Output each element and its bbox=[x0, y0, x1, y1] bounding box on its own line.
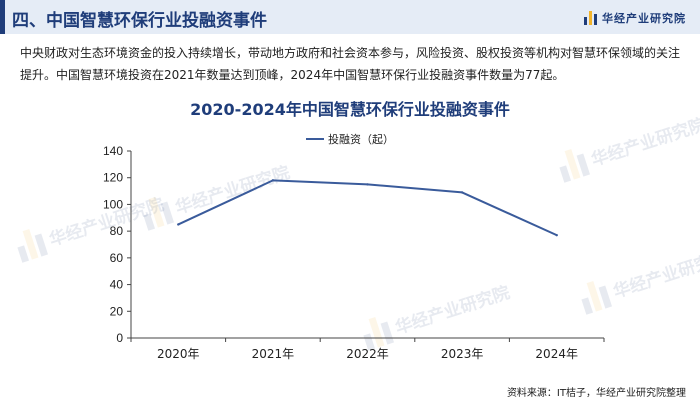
legend-label: 投融资（起） bbox=[328, 133, 394, 146]
y-tick-label: 60 bbox=[110, 251, 124, 265]
y-tick-label: 80 bbox=[110, 224, 124, 238]
y-tick-label: 100 bbox=[103, 197, 123, 211]
x-tick-label: 2022年 bbox=[346, 347, 389, 361]
chart-title: 2020-2024年中国智慧环保行业投融资事件 bbox=[190, 100, 510, 119]
y-tick-label: 140 bbox=[103, 144, 123, 158]
x-tick-label: 2023年 bbox=[441, 347, 484, 361]
chart-legend: 投融资（起） bbox=[0, 131, 700, 147]
x-tick-label: 2024年 bbox=[535, 347, 578, 361]
data-point bbox=[366, 183, 369, 186]
y-tick-label: 120 bbox=[103, 171, 123, 185]
line-chart: 0 20 40 60 80 100 120 140 2020年 2021年 2022年 2023年 20… bbox=[103, 144, 605, 361]
brand-name: 华经产业研究院 bbox=[602, 12, 686, 25]
data-point bbox=[271, 179, 275, 182]
section-title: 四、中国智慧环保行业投融资事件 bbox=[12, 11, 267, 31]
header-bar: 四、中国智慧环保行业投融资事件 华经产业研究院 bbox=[0, 0, 700, 34]
series-line bbox=[177, 179, 558, 237]
data-point bbox=[177, 223, 180, 226]
y-tick-label: 40 bbox=[110, 278, 124, 292]
y-tick-label: 0 bbox=[116, 331, 123, 345]
x-tick-label: 2021年 bbox=[252, 347, 295, 361]
legend-swatch bbox=[306, 138, 324, 140]
data-point bbox=[460, 191, 464, 194]
description-text: 中央财政对生态环境资金的投入持续增长，带动地方政府和社会资本参与，风险投资、股权… bbox=[20, 46, 681, 82]
header-accent bbox=[0, 0, 5, 34]
data-point bbox=[555, 233, 558, 237]
x-tick-label: 2020年 bbox=[157, 347, 200, 361]
brand: 华经产业研究院 bbox=[584, 10, 686, 26]
source-note: 资料来源：IT桔子，华经产业研究院整理 bbox=[506, 388, 686, 399]
y-tick-label: 20 bbox=[110, 304, 124, 318]
brand-logo-icon bbox=[584, 11, 597, 25]
